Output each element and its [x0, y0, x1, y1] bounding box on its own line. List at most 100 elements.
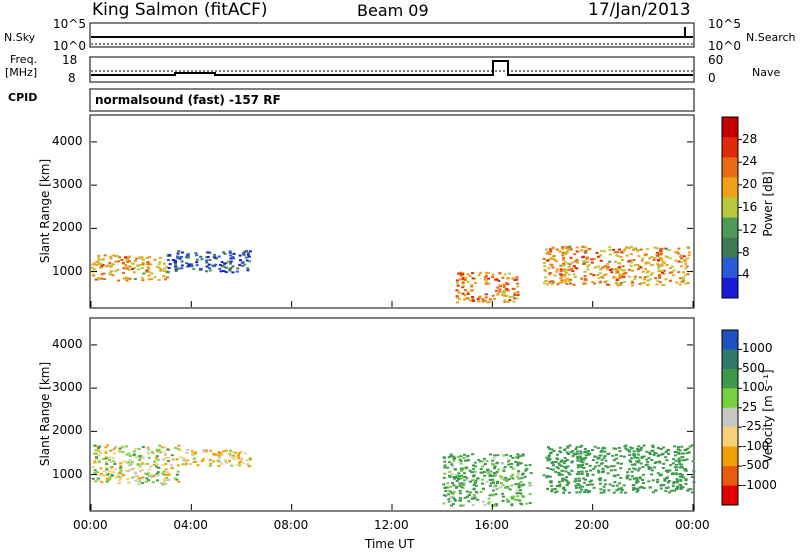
echo-cell	[491, 479, 495, 482]
echo-cell	[640, 456, 644, 459]
echo-cell	[214, 453, 218, 456]
echo-cell	[133, 278, 137, 280]
echo-cell	[562, 268, 566, 271]
echo-cell	[479, 490, 483, 493]
echo-cell	[451, 465, 454, 468]
echo-cell	[676, 486, 680, 489]
echo-cell	[509, 466, 513, 469]
colorbar-segment	[722, 257, 738, 279]
echo-cell	[510, 504, 514, 507]
echo-cell	[630, 463, 634, 466]
echo-cell	[580, 470, 584, 473]
echo-cell	[453, 498, 457, 501]
echo-cell	[229, 454, 233, 457]
echo-cell	[510, 495, 514, 498]
nave-label: Nave	[752, 66, 781, 79]
echo-cell	[176, 464, 180, 467]
echo-cell	[497, 468, 501, 471]
echo-cell	[492, 481, 495, 484]
echo-cell	[232, 450, 235, 453]
echo-cell	[608, 246, 612, 249]
echo-cell	[246, 253, 250, 256]
echo-cell	[632, 488, 635, 491]
echo-cell	[474, 471, 478, 474]
echo-cell	[120, 259, 124, 261]
echo-cell	[442, 483, 446, 486]
echo-cell	[456, 296, 460, 299]
echo-cell	[631, 269, 635, 272]
echo-cell	[597, 255, 600, 258]
echo-cell	[561, 257, 565, 260]
echo-cell	[154, 457, 158, 460]
echo-cell	[544, 276, 548, 279]
echo-cell	[156, 474, 160, 477]
echo-cell	[580, 249, 584, 252]
echo-cell	[459, 499, 463, 502]
echo-cell	[505, 498, 509, 501]
echo-cell	[654, 277, 658, 280]
colorbar-segment	[722, 117, 738, 138]
echo-cell	[175, 473, 179, 476]
echo-cell	[578, 455, 582, 458]
echo-cell	[648, 257, 652, 260]
echo-cell	[660, 453, 664, 456]
echo-cell	[572, 273, 576, 276]
echo-cell	[658, 461, 662, 464]
echo-cell	[620, 251, 624, 254]
echo-cell	[606, 472, 610, 475]
echo-cell	[156, 265, 159, 268]
echo-cell	[651, 444, 655, 447]
echo-cell	[550, 265, 554, 268]
echo-cell	[670, 489, 673, 492]
echo-cell	[494, 289, 498, 292]
echo-cell	[145, 262, 149, 265]
echo-cell	[219, 270, 223, 273]
echo-cell	[97, 263, 101, 266]
echo-cell	[176, 255, 180, 258]
echo-cell	[528, 481, 532, 484]
echo-cell	[542, 257, 546, 260]
echo-cell	[672, 482, 676, 485]
echo-cell	[477, 274, 481, 277]
echo-cell	[651, 449, 655, 452]
echo-cell	[563, 448, 567, 451]
echo-cell	[107, 458, 111, 461]
echo-cell	[496, 482, 499, 484]
echo-cell	[614, 457, 618, 460]
echo-cell	[147, 456, 151, 459]
echo-cell	[581, 461, 585, 464]
echo-cell	[208, 251, 212, 254]
echo-cell	[648, 486, 652, 489]
echo-cell	[611, 454, 615, 457]
echo-cell	[472, 488, 476, 491]
echo-cell	[453, 477, 456, 480]
echo-cell	[684, 282, 688, 285]
echo-cell	[512, 300, 516, 303]
noise-tick-right-bottom: 10^0	[708, 39, 741, 53]
echo-cell	[545, 252, 549, 255]
echo-cell	[665, 459, 669, 462]
echo-cell	[626, 475, 630, 477]
echo-cell	[142, 272, 146, 275]
echo-cell	[581, 245, 585, 248]
echo-cell	[97, 479, 101, 482]
echo-cell	[166, 259, 170, 261]
echo-cell	[212, 460, 216, 463]
echo-cell	[141, 446, 145, 448]
echo-cell	[491, 478, 494, 481]
echo-cell	[571, 270, 575, 272]
echo-cell	[555, 270, 559, 273]
echo-cell	[600, 249, 603, 252]
echo-cell	[179, 449, 183, 452]
echo-cell	[238, 254, 242, 257]
echo-cell	[548, 281, 552, 284]
echo-cell	[641, 257, 645, 260]
echo-cell	[686, 282, 690, 284]
colorbar-tick-label: 25	[742, 399, 758, 414]
echo-cell	[240, 458, 244, 461]
axes	[90, 141, 694, 510]
echo-cell	[218, 267, 222, 270]
echo-cell	[570, 469, 574, 472]
echo-cell	[120, 445, 124, 448]
y-tick-label: 4000	[52, 133, 83, 148]
